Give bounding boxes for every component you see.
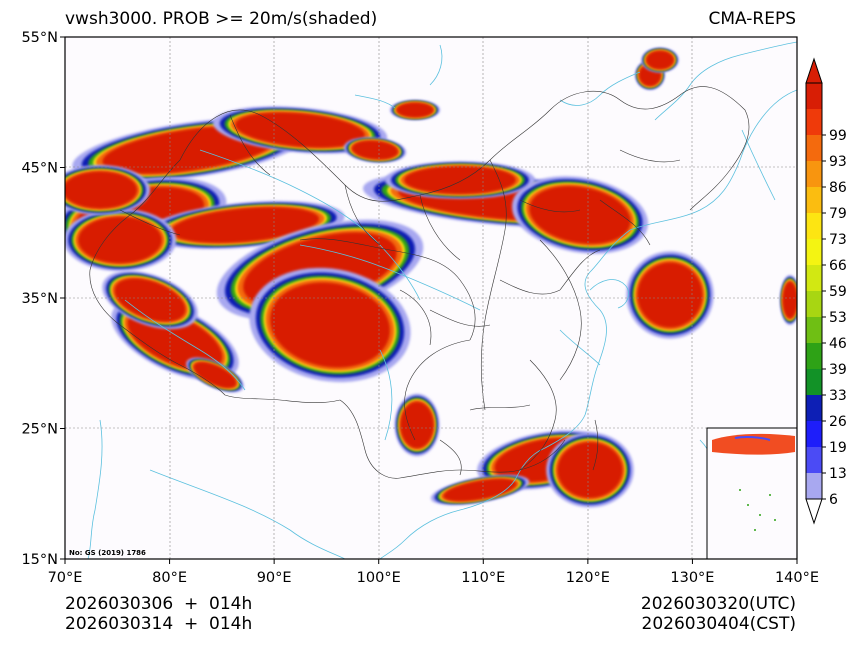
init-time-block: 2026030306 + 014h 2026030314 + 014h: [65, 594, 252, 634]
shaded-probability-region: [343, 137, 407, 163]
colorbar-segment: [806, 317, 822, 343]
colorbar-segment: [806, 447, 822, 473]
shaded-probability-region: [430, 474, 530, 506]
colorbar-top-arrow: [805, 57, 823, 84]
shaded-probability-region: [65, 208, 177, 272]
shaded-probability-region: [385, 161, 535, 199]
colorbar-segment: [806, 135, 822, 161]
y-tick-label: 15°N: [21, 552, 58, 568]
shaded-probability-region: [511, 176, 649, 254]
colorbar-label: 66: [829, 258, 847, 274]
colorbar-segment: [806, 473, 822, 499]
colorbar-segment: [806, 109, 822, 135]
shaded-probability-region: [212, 106, 388, 154]
model-name: CMA-REPS: [708, 9, 796, 29]
shaded-probability-region: [546, 432, 634, 508]
shaded-probability-region: [390, 100, 440, 120]
y-tick-label: 45°N: [21, 161, 58, 177]
x-tick-label: 140°E: [775, 570, 819, 586]
colorbar-legend: 6 13 19 26 33 39 46 53 59 66 73 79 86 93 99: [805, 57, 847, 525]
colorbar-label: 86: [829, 180, 847, 196]
colorbar-label: 46: [829, 336, 847, 352]
shaded-probability-region: [780, 275, 797, 325]
init-time-utc: 2026030306 + 014h: [65, 594, 253, 614]
shaded-probability-region: [249, 267, 411, 383]
colorbar-segment: [806, 187, 822, 213]
colorbar-segment: [806, 343, 822, 369]
map-approval-watermark: No: GS (2019) 1786: [69, 549, 146, 557]
coastlines-and-rivers: [87, 41, 797, 559]
colorbar-segment: [806, 161, 822, 187]
longitude-axis: 70°E 80°E 90°E 100°E 110°E 120°E 130°E 140°E: [48, 559, 819, 586]
colorbar-label: 26: [829, 414, 847, 430]
colorbar-segment: [806, 369, 822, 395]
x-tick-label: 130°E: [670, 570, 714, 586]
shaded-probability-region: [641, 47, 679, 73]
y-tick-label: 55°N: [21, 30, 58, 46]
colorbar-segment: [806, 239, 822, 265]
colorbar-segment: [806, 83, 822, 109]
colorbar-label: 6: [829, 492, 838, 508]
colorbar-bottom-arrow: [805, 498, 823, 525]
x-tick-label: 80°E: [152, 570, 187, 586]
shaded-probability-region: [186, 357, 244, 393]
colorbar-label: 99: [829, 128, 847, 144]
y-tick-label: 35°N: [21, 291, 58, 307]
colorbar-segment: [806, 395, 822, 421]
valid-time-cst: 2026030404(CST): [641, 614, 796, 634]
colorbar-label: 53: [829, 310, 847, 326]
grid-lines: [65, 37, 797, 559]
colorbar-label: 93: [829, 154, 847, 170]
map-title: vwsh3000. PROB >= 20m/s(shaded): [65, 9, 378, 29]
x-tick-label: 100°E: [357, 570, 401, 586]
shaded-probability-region: [394, 393, 440, 457]
x-tick-label: 120°E: [566, 570, 610, 586]
x-tick-label: 90°E: [257, 570, 292, 586]
y-tick-label: 25°N: [21, 422, 58, 438]
colorbar-segment: [806, 421, 822, 447]
colorbar-label: 33: [829, 388, 847, 404]
colorbar-label: 39: [829, 362, 847, 378]
init-time-cst: 2026030314 + 014h: [65, 614, 253, 634]
colorbar-label: 73: [829, 232, 847, 248]
south-china-sea-inset: [706, 427, 797, 559]
colorbar-segment: [806, 213, 822, 239]
colorbar-label: 59: [829, 284, 847, 300]
colorbar-label: 19: [829, 440, 847, 456]
province-boundaries: [89, 86, 750, 479]
probability-shading: [65, 47, 797, 508]
x-tick-label: 70°E: [48, 570, 83, 586]
colorbar-segment: [806, 291, 822, 317]
valid-time-block: 2026030320(UTC) 2026030404(CST): [641, 594, 796, 634]
x-tick-label: 110°E: [461, 570, 505, 586]
colorbar-label: 79: [829, 206, 847, 222]
latitude-axis: 55°N 45°N 35°N 25°N 15°N: [21, 30, 65, 568]
shaded-probability-region: [102, 270, 198, 330]
colorbar-label: 13: [829, 466, 847, 482]
shaded-probability-region: [65, 165, 150, 215]
colorbar-segment: [806, 265, 822, 291]
valid-time-utc: 2026030320(UTC): [640, 594, 796, 614]
